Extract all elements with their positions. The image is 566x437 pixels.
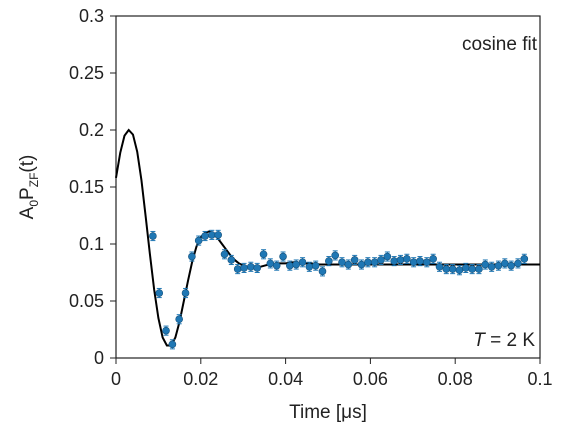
temperature-annotation: T = 2 K (473, 330, 535, 351)
data-point (194, 236, 203, 245)
fit-annotation: cosine fit (462, 34, 538, 55)
data-point (403, 255, 411, 263)
temperature-value: = 2 K (485, 330, 535, 351)
data-point (370, 258, 379, 267)
data-point (448, 265, 457, 273)
data-point (377, 256, 385, 264)
data-point (442, 265, 451, 273)
data-point (364, 258, 372, 267)
data-point (435, 262, 444, 271)
data-point (357, 260, 366, 269)
data-point (259, 250, 268, 259)
data-point (233, 265, 242, 273)
data-point (162, 326, 170, 335)
temperature-variable: T (473, 330, 486, 351)
plot-frame (115, 15, 541, 359)
data-point (468, 265, 476, 273)
data-point (208, 231, 216, 239)
data-point (298, 258, 307, 267)
data-point (311, 261, 320, 270)
data-point (507, 261, 515, 270)
data-point (350, 256, 359, 264)
y-tick-label: 0.05 (69, 291, 104, 311)
data-point (383, 252, 392, 261)
data-point (201, 232, 209, 240)
data-point (266, 259, 275, 268)
data-point (409, 258, 418, 267)
y-tick-label: 0.3 (79, 6, 104, 26)
data-point (520, 255, 529, 263)
y-tick-label: 0.2 (79, 120, 104, 140)
data-point (253, 264, 261, 272)
data-point (514, 259, 522, 268)
x-tick-label: 0.04 (268, 369, 303, 389)
y-axis-label-sub2: ZF (27, 173, 41, 188)
data-point (286, 261, 294, 270)
data-point (247, 262, 255, 271)
data-point (240, 264, 248, 272)
y-axis-label-tail: (t) (17, 155, 38, 173)
data-point (168, 340, 177, 349)
data-point (305, 262, 314, 271)
data-point (175, 315, 183, 324)
data-point (461, 264, 470, 272)
fit-line (115, 128, 540, 347)
data-point (331, 251, 340, 260)
data-point (475, 265, 483, 273)
data-point (416, 257, 424, 265)
data-points-series (149, 229, 529, 350)
x-axis-ticks: 0 0.02 0.04 0.06 0.08 0.1 (111, 358, 553, 389)
y-axis-ticks: 0 0.05 0.1 0.15 0.2 0.25 0.3 (69, 6, 116, 368)
data-point (214, 231, 222, 239)
y-tick-label: 0.25 (69, 63, 104, 83)
y-axis-label-sub1: 0 (27, 200, 41, 207)
data-point (338, 258, 346, 267)
data-point (149, 232, 157, 240)
x-tick-label: 0.06 (353, 369, 388, 389)
data-point (481, 260, 490, 269)
data-point (279, 252, 287, 261)
data-point (292, 260, 301, 269)
data-point (501, 259, 509, 268)
fit-series (115, 128, 540, 347)
data-point (344, 260, 353, 269)
data-point (494, 261, 503, 270)
data-point (227, 256, 236, 264)
data-point (390, 257, 398, 265)
data-point (396, 256, 405, 264)
data-point (181, 289, 190, 297)
y-axis-label-a: A (17, 206, 38, 219)
x-tick-label: 0 (111, 369, 121, 389)
data-point (487, 262, 496, 271)
y-tick-label: 0 (94, 348, 104, 368)
data-point (188, 252, 196, 261)
data-point (422, 258, 431, 267)
data-point (220, 250, 229, 259)
data-point (318, 267, 327, 276)
y-tick-label: 0.1 (79, 234, 104, 254)
data-point (325, 257, 333, 265)
x-tick-label: 0.08 (438, 369, 473, 389)
x-axis-label: Time [μs] (289, 402, 367, 423)
data-point (429, 255, 437, 263)
y-tick-label: 0.15 (69, 177, 104, 197)
data-point (272, 261, 281, 270)
data-point (455, 266, 464, 275)
y-axis-label-p: P (17, 187, 38, 200)
data-point (155, 289, 164, 297)
x-tick-label: 0.1 (527, 369, 552, 389)
y-axis-label: A0PZF(t) (17, 155, 41, 220)
x-tick-label: 0.02 (183, 369, 218, 389)
